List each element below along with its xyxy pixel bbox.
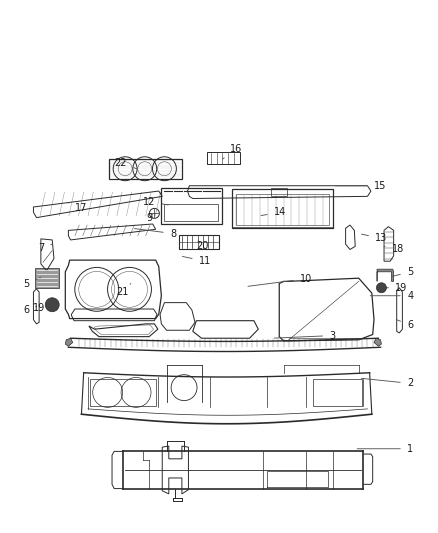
Text: 11: 11	[182, 256, 211, 266]
Bar	[313, 379, 362, 406]
Text: 12: 12	[143, 197, 168, 207]
Text: 3: 3	[274, 330, 336, 341]
Polygon shape	[374, 338, 381, 346]
Text: 7: 7	[38, 243, 52, 253]
Text: 5: 5	[392, 267, 413, 277]
Text: 19: 19	[33, 303, 52, 313]
Text: 6: 6	[396, 320, 413, 330]
Polygon shape	[377, 269, 394, 281]
Polygon shape	[65, 338, 73, 346]
Bar	[207, 152, 240, 165]
Text: 4: 4	[370, 290, 413, 301]
Text: 18: 18	[384, 245, 404, 254]
Bar	[179, 235, 219, 249]
Text: 6: 6	[23, 305, 36, 315]
Text: 15: 15	[336, 181, 386, 191]
Text: 5: 5	[23, 277, 41, 289]
Text: 21: 21	[116, 284, 131, 297]
Text: 14: 14	[261, 207, 286, 217]
Text: 9: 9	[146, 213, 152, 223]
Bar	[271, 188, 287, 196]
Text: 10: 10	[248, 274, 312, 286]
Text: 19: 19	[386, 282, 408, 293]
Bar	[236, 193, 329, 225]
Bar	[109, 159, 182, 179]
Text: 2: 2	[361, 378, 413, 389]
Text: 8: 8	[134, 229, 176, 239]
Bar	[164, 204, 218, 221]
Bar	[35, 268, 60, 288]
Text: 16: 16	[223, 143, 243, 159]
Text: 1: 1	[357, 444, 413, 454]
Text: 17: 17	[68, 203, 88, 213]
Bar	[161, 188, 223, 224]
Circle shape	[376, 283, 386, 293]
Circle shape	[45, 298, 59, 312]
Text: 22: 22	[114, 158, 137, 169]
Bar	[90, 379, 155, 406]
Bar	[232, 189, 332, 228]
Text: 13: 13	[361, 233, 388, 244]
Text: 20: 20	[196, 241, 208, 252]
